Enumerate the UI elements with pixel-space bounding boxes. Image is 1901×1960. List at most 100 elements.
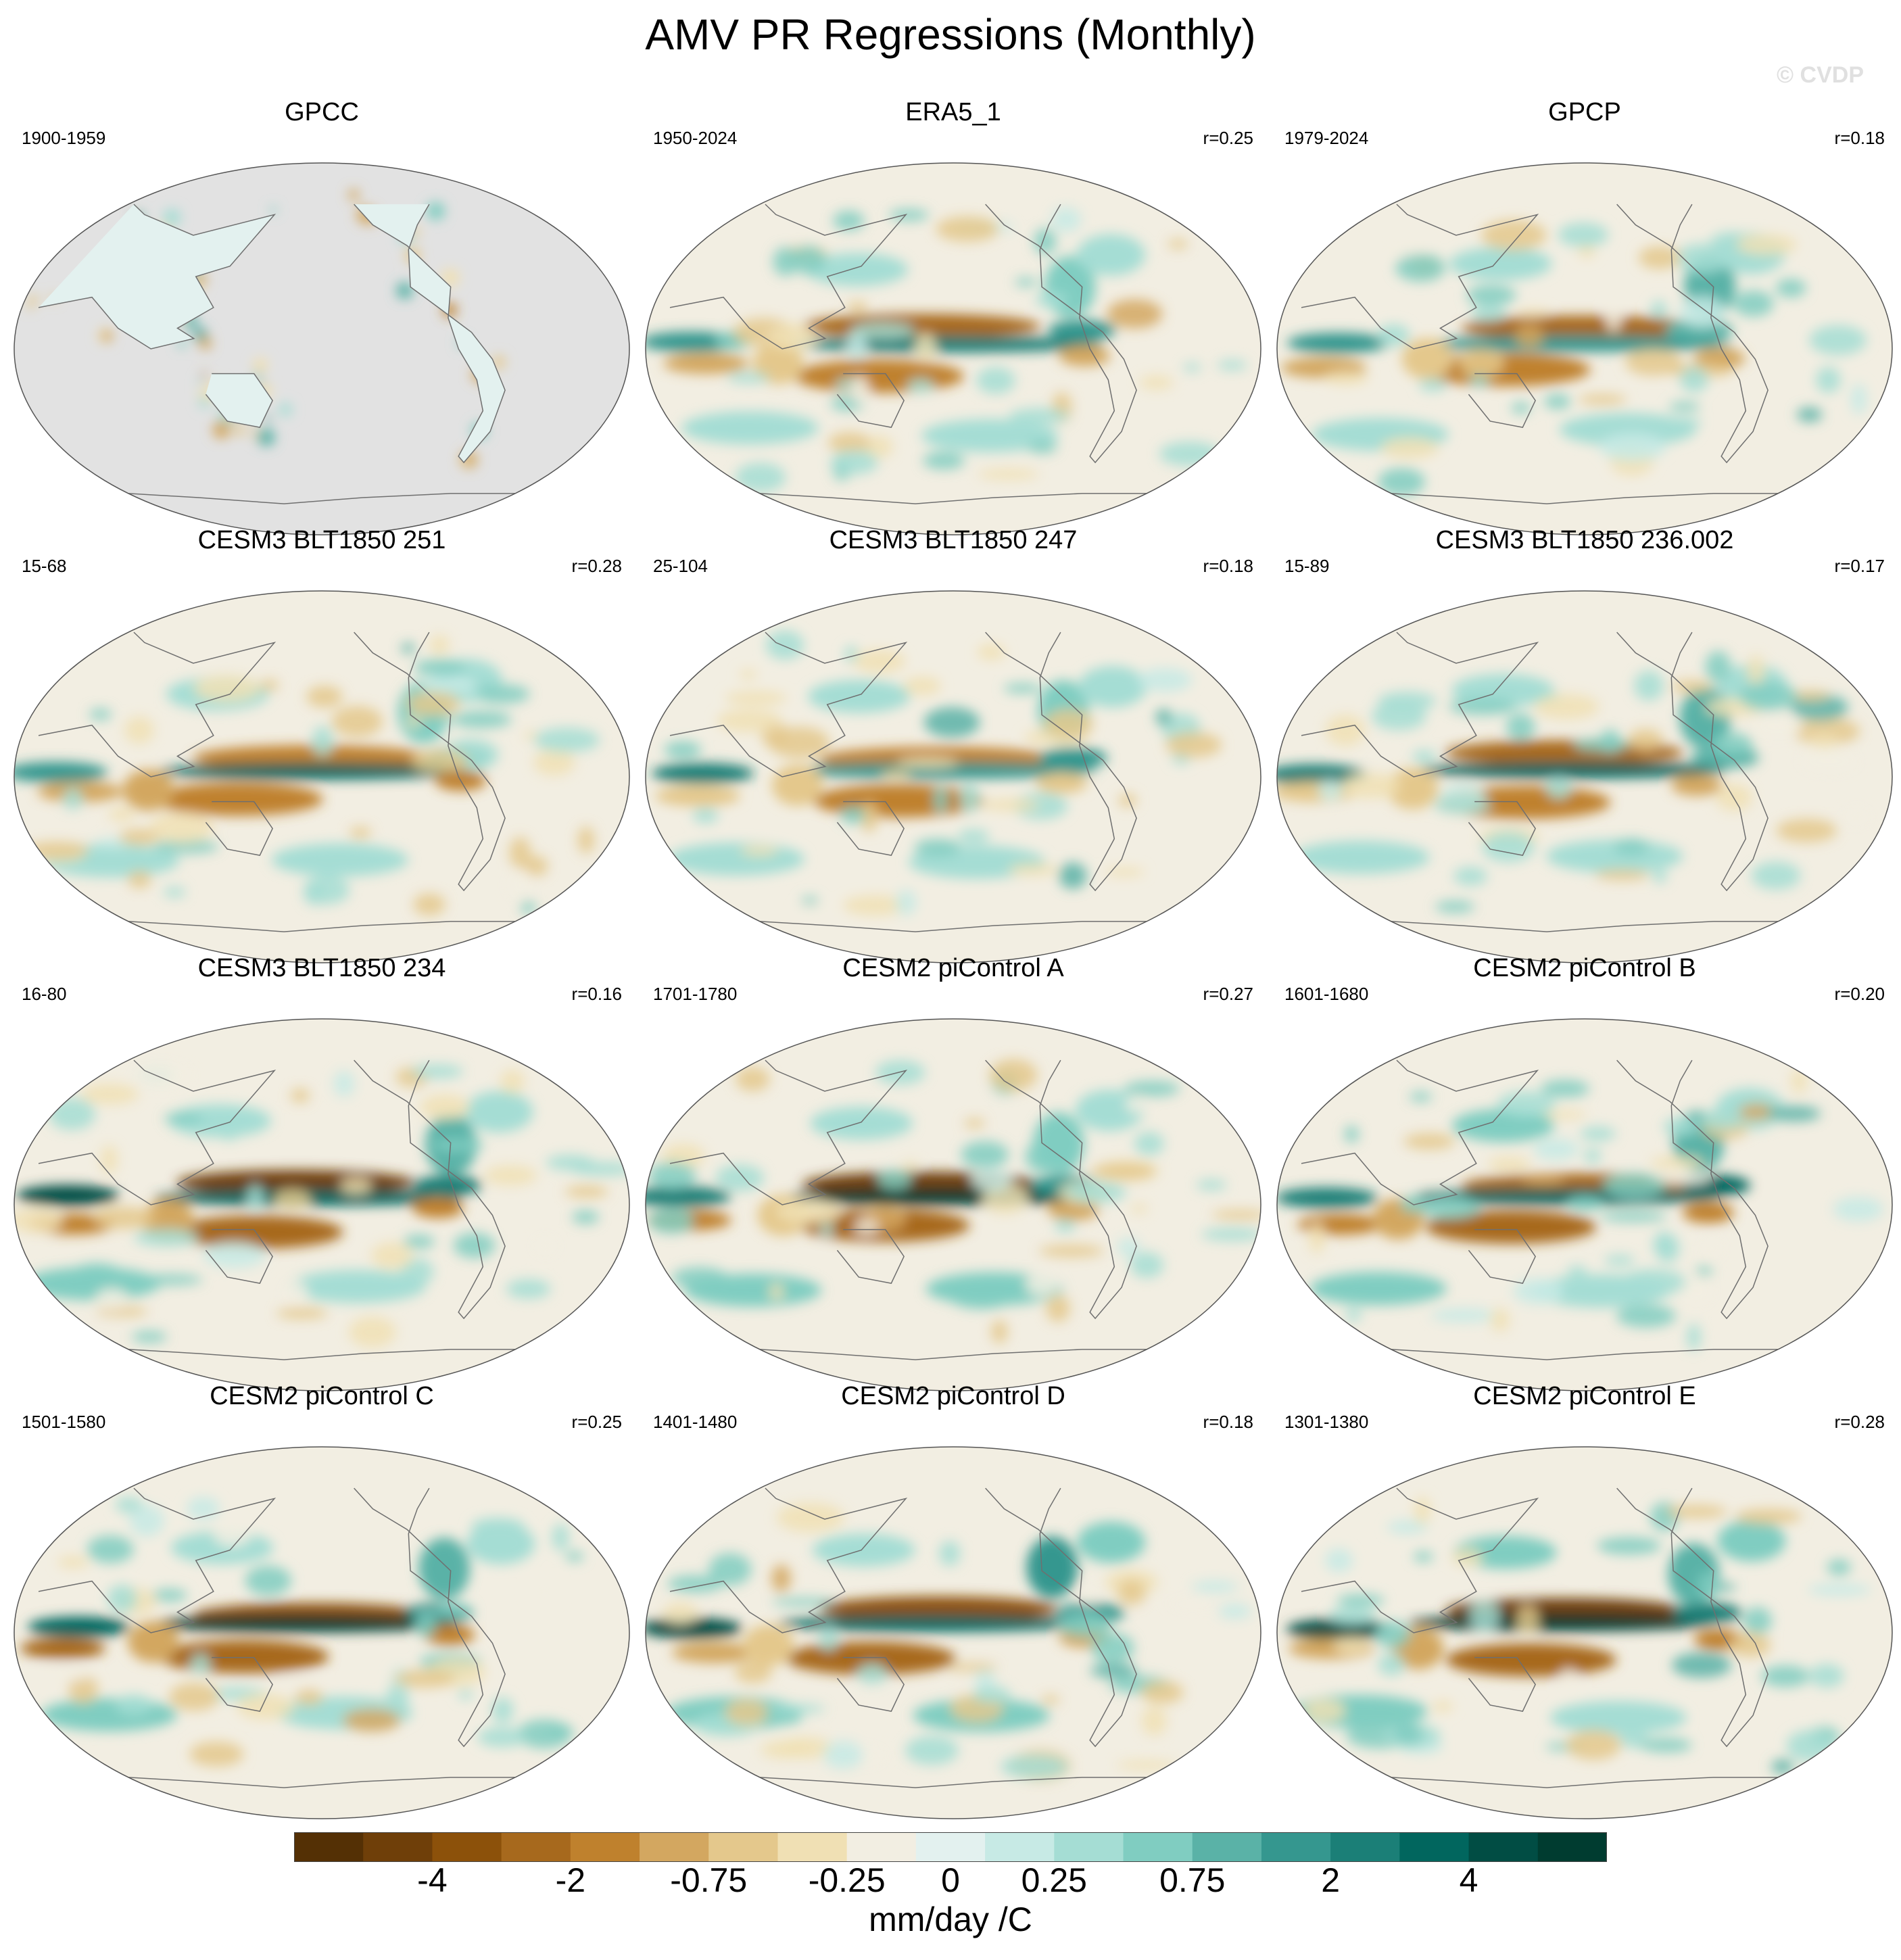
coastlines <box>1301 1487 1778 1788</box>
world-map <box>14 162 630 535</box>
precip-anomaly <box>725 1699 769 1726</box>
world-map <box>645 1018 1261 1391</box>
map-border <box>645 1018 1261 1391</box>
precip-anomaly <box>963 1118 986 1128</box>
precip-anomaly <box>265 415 272 422</box>
precip-anomaly <box>933 786 948 813</box>
map-border <box>1276 162 1893 535</box>
precip-anomaly <box>1739 682 1798 711</box>
precip-anomaly <box>477 1727 527 1748</box>
precip-anomaly <box>1328 1606 1376 1625</box>
precip-anomaly <box>903 676 942 696</box>
precip-anomaly <box>896 757 959 768</box>
precip-anomaly <box>973 1686 1011 1704</box>
panel-period: 15-68 <box>22 556 67 576</box>
precip-anomaly <box>851 376 869 404</box>
panel-correlation: r=0.25 <box>571 1412 622 1432</box>
precip-anomaly <box>989 1059 1038 1091</box>
precip-anomaly <box>41 1698 178 1731</box>
precip-anomaly <box>128 870 151 889</box>
precip-anomaly <box>524 855 548 877</box>
precip-anomaly <box>1168 239 1188 249</box>
precip-anomaly <box>151 1589 188 1602</box>
precip-anomaly <box>93 1206 155 1229</box>
land-area <box>206 373 273 428</box>
precip-anomaly <box>1606 302 1622 333</box>
precip-anomaly <box>1567 1265 1587 1276</box>
precip-anomaly <box>1309 1272 1447 1306</box>
precip-anomaly <box>1559 413 1696 446</box>
precip-anomaly <box>1583 1148 1602 1163</box>
precip-anomaly <box>1634 670 1664 701</box>
precip-anomaly <box>420 1094 470 1120</box>
precip-anomaly <box>197 379 203 385</box>
panel-period: 1979-2024 <box>1284 128 1369 148</box>
colorbar-swatch <box>570 1832 640 1862</box>
precip-anomaly <box>768 727 830 759</box>
panel-period: 1601-1680 <box>1284 984 1369 1004</box>
precip-anomaly <box>1516 308 1551 318</box>
precip-anomaly <box>1387 768 1439 810</box>
coastlines <box>1301 1059 1778 1360</box>
map-panel: CESM3 BLT1850 236.002 15-89 r=0.17 <box>1274 526 1896 963</box>
precip-anomaly <box>827 432 871 454</box>
precip-anomaly <box>14 761 108 783</box>
precip-anomaly <box>1752 715 1802 738</box>
precip-anomaly <box>108 807 136 821</box>
precip-anomaly <box>735 462 786 492</box>
colorbar-tick-label: -0.25 <box>808 1861 886 1899</box>
precip-anomaly <box>68 1675 99 1704</box>
precip-anomaly <box>410 750 469 772</box>
precip-anomaly <box>1534 694 1599 720</box>
precip-anomaly <box>1481 220 1547 251</box>
precip-anomaly <box>1613 838 1650 855</box>
precip-anomaly <box>533 748 575 776</box>
precip-anomaly <box>1679 296 1725 328</box>
colorbar-swatch <box>1330 1832 1400 1862</box>
copyright-watermark: © CVDP <box>1777 62 1864 88</box>
precip-anomaly <box>671 1267 728 1289</box>
precip-anomaly <box>778 1737 834 1759</box>
precip-anomaly <box>148 1615 456 1633</box>
precip-anomaly <box>978 469 1039 480</box>
colorbar-tick-labels: -4 -2 -0.75 -0.25 0 0.25 0.75 2 4 <box>0 1861 1901 1901</box>
coastlines <box>38 1487 515 1788</box>
precip-anomaly <box>1511 402 1531 414</box>
precip-anomaly <box>571 1210 600 1224</box>
precip-anomaly <box>1679 366 1709 393</box>
precip-anomaly <box>101 330 113 342</box>
precip-anomaly <box>752 343 804 385</box>
colorbar-tick-label: 0 <box>941 1861 960 1899</box>
precip-anomaly <box>1138 668 1193 692</box>
precip-anomaly <box>840 806 866 824</box>
precip-anomaly <box>1666 1504 1727 1519</box>
colorbar-swatch <box>363 1832 433 1862</box>
precip-anomaly <box>915 333 936 362</box>
precip-anomaly <box>190 1653 211 1674</box>
precip-anomaly <box>1024 1273 1059 1297</box>
map-border <box>645 590 1261 963</box>
precip-anomaly <box>1648 1172 1712 1185</box>
panel-title: CESM2 piControl D <box>841 1382 1065 1410</box>
precip-anomaly <box>1394 1722 1424 1746</box>
precip-anomaly <box>1625 348 1682 376</box>
precip-anomaly <box>1673 1602 1742 1624</box>
precip-anomaly <box>1671 1652 1732 1678</box>
world-map <box>1276 1018 1893 1391</box>
precip-anomaly <box>1201 1228 1261 1241</box>
panel-period: 1401-1480 <box>653 1412 738 1432</box>
precip-anomaly <box>100 1145 118 1174</box>
precip-anomaly <box>131 1331 168 1343</box>
precip-anomaly <box>516 1719 572 1749</box>
precip-anomaly <box>63 787 83 810</box>
precip-anomaly <box>1558 222 1609 247</box>
precip-anomaly <box>393 1669 455 1688</box>
precip-anomaly <box>1183 363 1201 372</box>
precip-anomaly <box>247 1184 264 1210</box>
precip-anomaly <box>1827 1559 1852 1576</box>
precip-anomaly <box>521 900 536 915</box>
precip-anomaly <box>1401 338 1453 380</box>
precip-anomaly <box>1516 1605 1539 1634</box>
panel-title: CESM2 piControl E <box>1473 1382 1696 1410</box>
precip-anomaly <box>1566 1195 1604 1211</box>
